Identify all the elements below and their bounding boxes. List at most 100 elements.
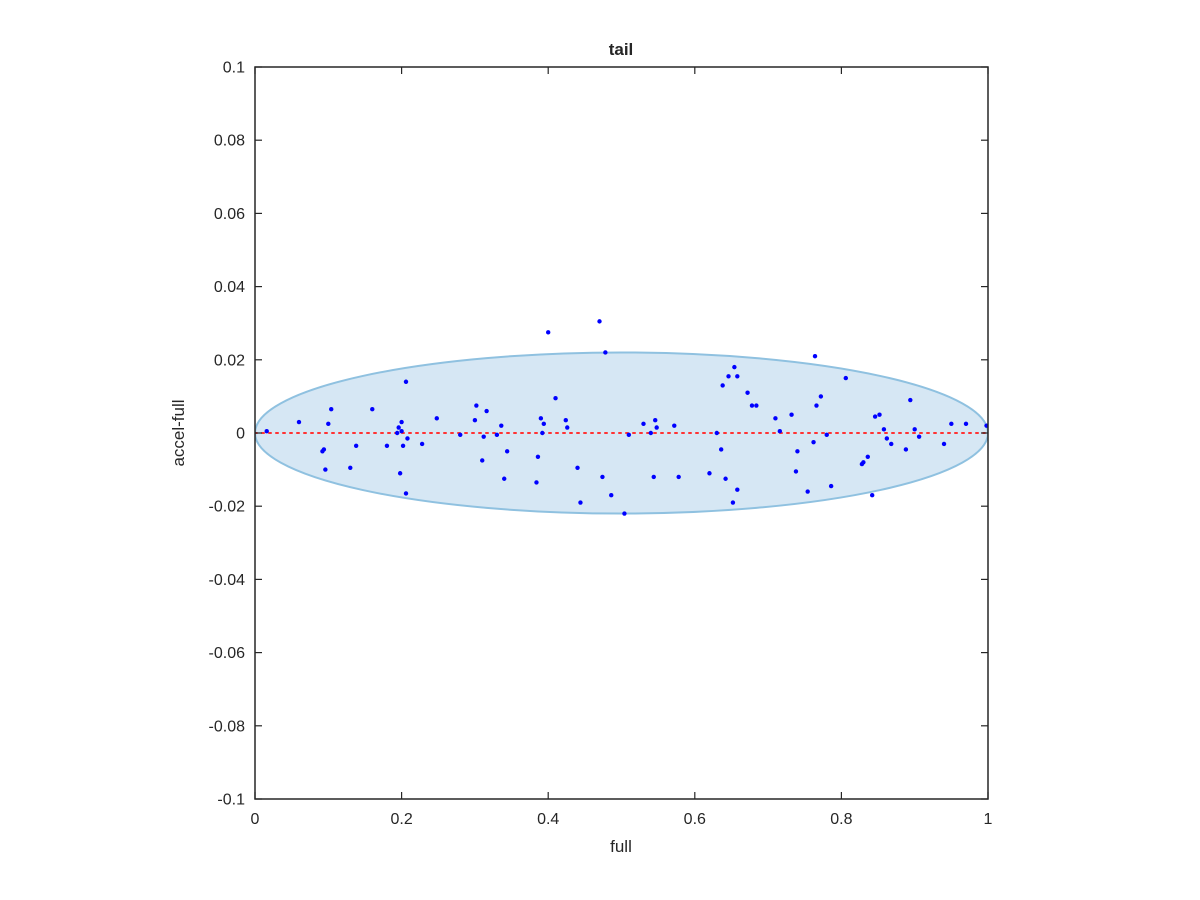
data-point [941, 441, 947, 447]
data-point [723, 476, 728, 481]
x-tick-label: 0 [251, 811, 260, 828]
data-point [805, 489, 810, 494]
data-point [399, 428, 404, 434]
data-points [264, 319, 988, 516]
y-tick-label: 0.08 [214, 133, 245, 150]
data-point [535, 454, 541, 459]
data-point [578, 500, 583, 505]
data-point [818, 394, 824, 399]
data-point [348, 465, 353, 470]
data-point [484, 408, 489, 414]
data-point [565, 425, 570, 430]
data-point [541, 421, 547, 427]
data-point [597, 319, 602, 324]
x-tick-label: 0.8 [830, 811, 852, 828]
data-point [648, 430, 654, 436]
data-point [949, 421, 954, 427]
data-point [563, 417, 568, 423]
data-point [735, 487, 740, 492]
data-point [889, 441, 894, 447]
data-point [546, 330, 551, 335]
data-point [323, 467, 328, 472]
data-point [502, 476, 507, 481]
data-point [865, 454, 870, 459]
data-point [321, 447, 327, 452]
data-point [877, 412, 882, 417]
data-point [403, 379, 409, 384]
data-point [812, 353, 818, 359]
y-tick-label: 0.06 [214, 206, 245, 223]
data-point [793, 469, 799, 474]
data-point [676, 474, 681, 480]
y-axis-ticks: -0.1 -0.08 -0.06 -0.04 -0.02 0 0.02 0.04 0.06 0.0… [209, 60, 988, 809]
data-point [403, 491, 409, 496]
data-point [575, 465, 580, 470]
data-point [653, 417, 658, 423]
data-point [534, 480, 539, 485]
data-point [296, 419, 302, 425]
data-point [749, 403, 755, 408]
data-point [384, 443, 390, 449]
data-point [672, 423, 677, 428]
data-point [735, 374, 740, 379]
y-tick-label: -0.1 [217, 792, 245, 809]
data-point [553, 396, 558, 401]
y-tick-label: -0.04 [209, 572, 246, 589]
data-point [732, 364, 737, 370]
x-tick-label: 0.6 [684, 811, 706, 828]
data-point [540, 430, 545, 436]
data-point [400, 443, 406, 449]
data-point [908, 397, 913, 403]
data-point [472, 417, 478, 423]
data-point [622, 511, 627, 516]
data-point [481, 434, 486, 439]
data-point [861, 460, 866, 465]
data-point [869, 493, 875, 498]
y-tick-label: 0.04 [214, 279, 245, 296]
y-tick-label: 0 [236, 426, 245, 443]
data-point [538, 416, 544, 421]
data-point [714, 430, 719, 436]
data-point [789, 412, 794, 417]
data-point [654, 425, 659, 430]
data-point [264, 428, 269, 434]
data-point [609, 493, 614, 498]
x-tick-label: 0.2 [390, 811, 412, 828]
data-point [984, 423, 988, 428]
data-point [963, 421, 969, 427]
data-point [912, 427, 917, 432]
data-point [395, 430, 400, 436]
data-point [814, 403, 819, 408]
data-point [903, 447, 909, 452]
data-point [720, 383, 725, 388]
data-point [326, 421, 331, 427]
data-point [773, 416, 778, 421]
data-point [399, 419, 404, 425]
y-tick-label: -0.02 [209, 499, 246, 516]
data-point [603, 350, 608, 355]
x-tick-label: 0.4 [537, 811, 559, 828]
data-point [397, 471, 403, 476]
data-point [434, 416, 439, 421]
data-point [881, 427, 887, 432]
data-point [777, 428, 783, 434]
y-tick-label: 0.1 [223, 60, 245, 77]
data-point [494, 432, 500, 438]
chart-title: tail [609, 40, 634, 59]
data-point [884, 436, 890, 441]
data-point [405, 436, 410, 441]
data-point [745, 390, 750, 395]
data-point [843, 375, 848, 381]
y-tick-label: 0.02 [214, 352, 245, 369]
data-point [329, 407, 334, 412]
data-point [641, 421, 646, 427]
data-point [811, 439, 816, 445]
data-point [458, 432, 463, 438]
data-point [600, 474, 605, 480]
data-point [718, 447, 724, 452]
data-point [499, 423, 504, 428]
x-axis-ticks: 0 0.2 0.4 0.6 0.8 1 [251, 67, 993, 828]
data-point [504, 449, 510, 454]
data-point [474, 403, 479, 408]
data-point [730, 500, 736, 505]
